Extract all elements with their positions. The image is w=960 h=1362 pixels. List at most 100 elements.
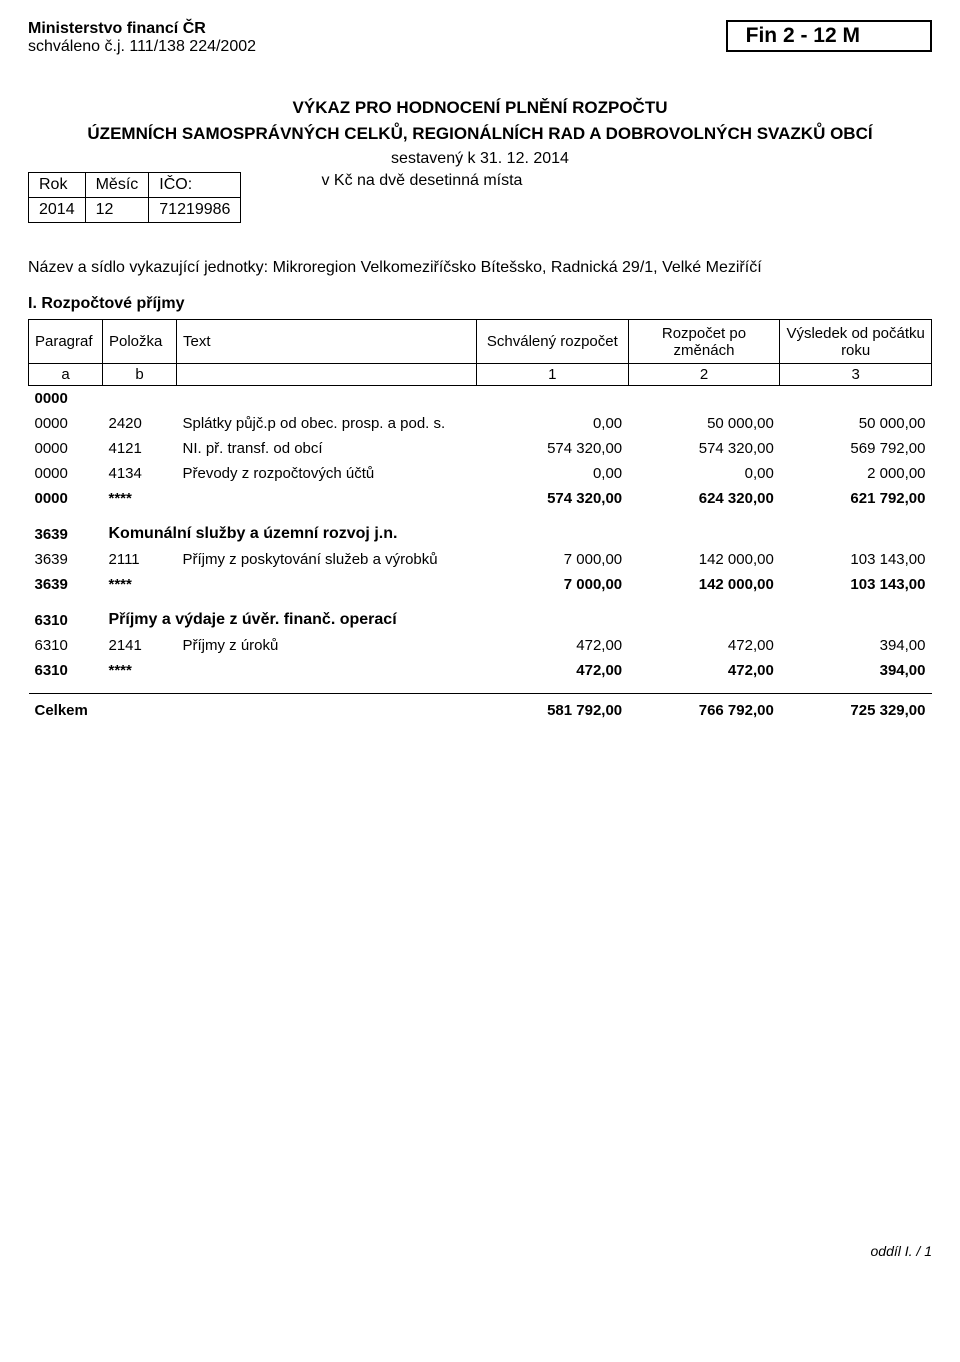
header-left: Ministerstvo financí ČR schváleno č.j. 1… xyxy=(28,20,256,56)
data-table: Paragraf Položka Text Schválený rozpočet… xyxy=(28,319,932,723)
cell-polozka: 4121 xyxy=(103,436,177,461)
cell-v1: 472,00 xyxy=(477,633,629,658)
table-row: 6310****472,00472,00394,00 xyxy=(29,658,932,683)
cell-v3: 569 792,00 xyxy=(780,436,932,461)
cell-v3: 103 143,00 xyxy=(780,572,932,597)
table-row: 00002420Splátky půjč.p od obec. prosp. a… xyxy=(29,411,932,436)
cell-paragraf: 0000 xyxy=(29,411,103,436)
cell-polozka xyxy=(103,386,177,412)
cell-v2: 0,00 xyxy=(628,461,780,486)
cell-polozka: **** xyxy=(103,572,177,597)
cell-paragraf: 0000 xyxy=(29,386,103,412)
total-v2: 766 792,00 xyxy=(628,693,780,723)
col-text: Text xyxy=(177,320,477,364)
meta-table: Rok Měsíc IČO: 2014 12 71219986 xyxy=(28,172,241,223)
reporting-unit: Název a sídlo vykazující jednotky: Mikro… xyxy=(28,259,932,277)
cell-v1: 7 000,00 xyxy=(477,572,629,597)
table-row: 3639**** 7 000,00142 000,00103 143,00 xyxy=(29,572,932,597)
cell-paragraf: 6310 xyxy=(29,633,103,658)
cell-v2: 574 320,00 xyxy=(628,436,780,461)
form-code-box: Fin 2 - 12 M xyxy=(726,20,932,52)
col-vysledek: Výsledek od počátku roku xyxy=(780,320,932,364)
col-schvaleny: Schválený rozpočet xyxy=(477,320,629,364)
total-v1: 581 792,00 xyxy=(477,693,629,723)
cell-v3: 394,00 xyxy=(780,658,932,683)
table-row xyxy=(29,597,932,607)
cell-text: Příjmy z úroků xyxy=(177,633,477,658)
cell-v1: 472,00 xyxy=(477,658,629,683)
cell-text: Převody z rozpočtových účtů xyxy=(177,461,477,486)
subcol-a: a xyxy=(29,364,103,386)
unit-name: Mikroregion Velkomeziříčsko Bítešsko, Ra… xyxy=(273,259,762,276)
subcol-2: 2 xyxy=(628,364,780,386)
page-header: Ministerstvo financí ČR schváleno č.j. 1… xyxy=(28,20,932,56)
cell-paragraf: 3639 xyxy=(29,521,103,547)
total-row: Celkem 581 792,00 766 792,00 725 329,00 xyxy=(29,693,932,723)
cell-paragraf: 6310 xyxy=(29,607,103,633)
cell-v2: 624 320,00 xyxy=(628,486,780,511)
meta-value-rok: 2014 xyxy=(29,198,86,223)
cell-v2: 142 000,00 xyxy=(628,572,780,597)
cell-v1: 574 320,00 xyxy=(477,436,629,461)
cell-v2: 142 000,00 xyxy=(628,547,780,572)
cell-v1 xyxy=(477,607,629,633)
cell-polozka: **** xyxy=(103,658,177,683)
table-row: 6310Příjmy a výdaje z úvěr. finanč. oper… xyxy=(29,607,932,633)
cell-text xyxy=(177,386,477,412)
total-label: Celkem xyxy=(29,693,477,723)
col-paragraf: Paragraf xyxy=(29,320,103,364)
unit-prefix: Název a sídlo vykazující jednotky: xyxy=(28,259,268,276)
table-row xyxy=(29,511,932,521)
total-v3: 725 329,00 xyxy=(780,693,932,723)
cell-v3 xyxy=(780,521,932,547)
cell-v1: 7 000,00 xyxy=(477,547,629,572)
report-title-1: VÝKAZ PRO HODNOCENÍ PLNĚNÍ ROZPOČTU xyxy=(28,98,932,118)
cell-paragraf: 3639 xyxy=(29,547,103,572)
cell-paragraf: 3639 xyxy=(29,572,103,597)
cell-paragraf: 0000 xyxy=(29,436,103,461)
cell-v2: 472,00 xyxy=(628,633,780,658)
cell-paragraf: 0000 xyxy=(29,486,103,511)
cell-polozka: 2420 xyxy=(103,411,177,436)
cell-v1: 0,00 xyxy=(477,461,629,486)
cell-v2 xyxy=(628,521,780,547)
cell-v1 xyxy=(477,521,629,547)
cell-text: Příjmy a výdaje z úvěr. finanč. operací xyxy=(103,607,477,633)
compiled-date: sestavený k 31. 12. 2014 xyxy=(28,150,932,168)
cell-polozka: 4134 xyxy=(103,461,177,486)
cell-v3: 394,00 xyxy=(780,633,932,658)
meta-label-mesic: Měsíc xyxy=(85,173,149,198)
cell-v3: 50 000,00 xyxy=(780,411,932,436)
cell-v1 xyxy=(477,386,629,412)
page-footer: oddíl I. / 1 xyxy=(28,1243,932,1259)
cell-paragraf: 6310 xyxy=(29,658,103,683)
meta-value-ico: 71219986 xyxy=(149,198,241,223)
col-zmenach: Rozpočet po změnách xyxy=(628,320,780,364)
meta-label-rok: Rok xyxy=(29,173,86,198)
cell-polozka: 2111 xyxy=(103,547,177,572)
subcol-3: 3 xyxy=(780,364,932,386)
cell-text xyxy=(177,486,477,511)
cell-v2 xyxy=(628,386,780,412)
cell-v3 xyxy=(780,607,932,633)
cell-polozka: 2141 xyxy=(103,633,177,658)
meta-value-mesic: 12 xyxy=(85,198,149,223)
cell-v3 xyxy=(780,386,932,412)
cell-v2: 472,00 xyxy=(628,658,780,683)
cell-text xyxy=(177,572,477,597)
table-row: 00004121NI. př. transf. od obcí574 320,0… xyxy=(29,436,932,461)
col-polozka: Položka xyxy=(103,320,177,364)
table-row: 0000 xyxy=(29,386,932,412)
cell-paragraf: 0000 xyxy=(29,461,103,486)
ministry-name: Ministerstvo financí ČR xyxy=(28,20,256,38)
cell-v3: 2 000,00 xyxy=(780,461,932,486)
table-row: 0000****574 320,00624 320,00621 792,00 xyxy=(29,486,932,511)
unit-note: v Kč na dvě desetinná místa xyxy=(271,172,932,190)
cell-v3: 621 792,00 xyxy=(780,486,932,511)
subcol-blank xyxy=(177,364,477,386)
cell-v3: 103 143,00 xyxy=(780,547,932,572)
cell-text: Komunální služby a územní rozvoj j.n. xyxy=(103,521,477,547)
cell-v1: 574 320,00 xyxy=(477,486,629,511)
subcol-1: 1 xyxy=(477,364,629,386)
cell-text: Splátky půjč.p od obec. prosp. a pod. s. xyxy=(177,411,477,436)
